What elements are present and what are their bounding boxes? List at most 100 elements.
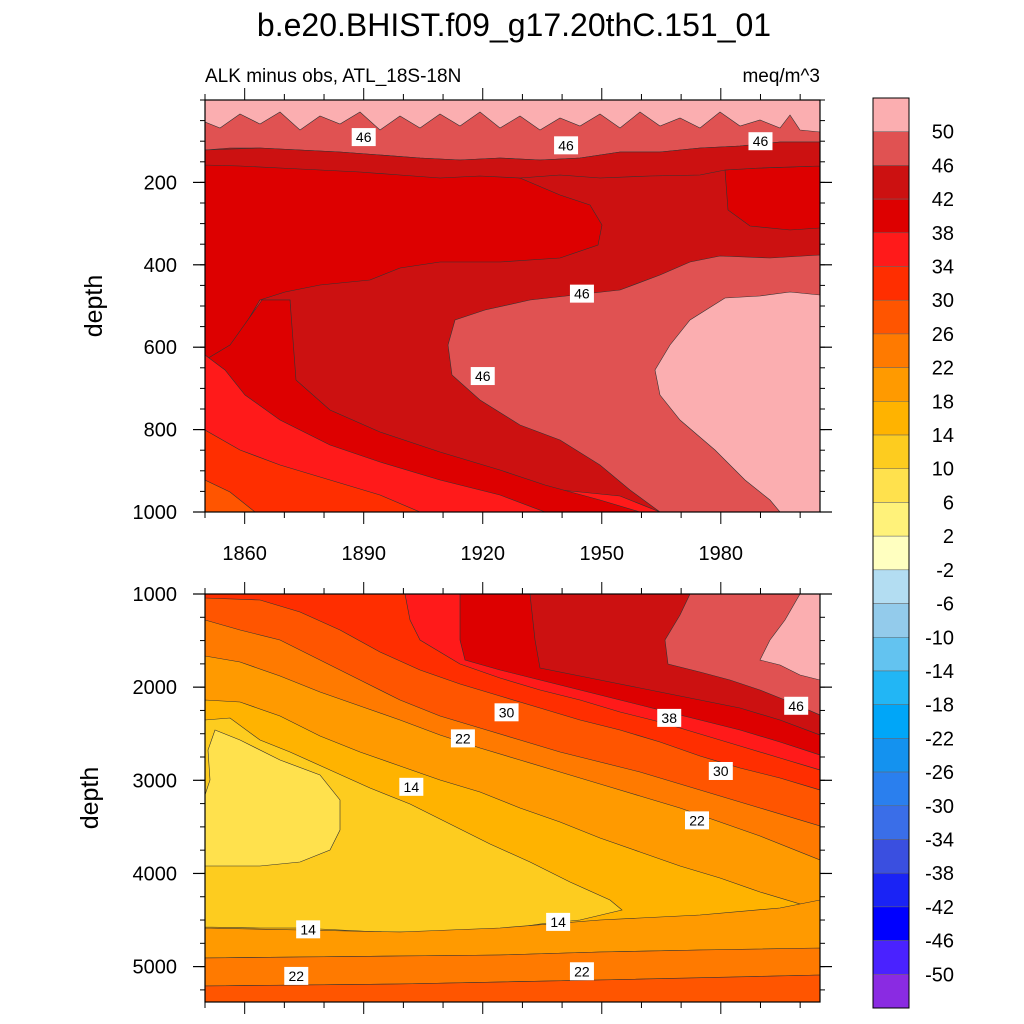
upper-contour-labels: 46 46 46 46 46 [351,128,773,386]
contour-label: 22 [284,966,309,985]
contour-label: 14 [296,920,321,939]
colorbar-label: 34 [932,257,954,279]
colorbar-swatch [872,198,910,234]
colorbar-label: -14 [925,661,954,683]
y-tick-label: 4000 [133,863,178,885]
colorbar-swatch [872,131,910,166]
y-tick-label: 600 [144,337,177,359]
colorbar-label: -22 [925,728,954,750]
contour-label-text: 22 [574,963,590,979]
colorbar-label: -34 [925,829,954,851]
contour-label-text: 38 [661,710,677,726]
colorbar-swatch [872,670,910,705]
colorbar-swatch [872,434,910,469]
colorbar-swatch [872,805,910,840]
contour-label: 46 [351,128,376,147]
contour-label-bg [569,284,594,303]
lower-contour-labels: 30 22 14 38 46 30 22 14 14 22 22 [284,696,809,985]
lower-fill-deep-22-26 [205,974,820,1002]
colorbar-label: 30 [932,290,954,312]
lower-ticks: 1000 2000 3000 4000 5000 [133,582,832,1014]
chart-title: b.e20.BHIST.f09_g17.20thC.151_01 [257,7,771,43]
colorbar-swatch [872,603,910,638]
upper-fill-surface-50 [205,100,820,133]
upper-fill-30-34 [205,429,421,512]
colorbar-label: 2 [943,526,954,548]
y-tick-label: 1000 [133,502,178,524]
colorbar-label: 14 [932,425,954,447]
contour-label-bg [685,811,709,830]
contour-label-text: 30 [499,704,515,720]
contour-label-bg [494,703,519,722]
colorbar-label: -2 [936,560,954,582]
colorbar-label: -26 [925,762,954,784]
contour-label: 14 [546,912,571,931]
y-tick-label: 5000 [133,957,178,979]
contour-label-text: 14 [404,779,420,795]
contour-label-bg [554,136,579,155]
subtitle-left: ALK minus obs, ATL_18S-18N [205,66,461,87]
contour-label-bg [470,367,495,386]
upper-fill-50plus [654,291,820,512]
colorbar-swatch [872,333,910,368]
colorbar-swatch [872,906,910,941]
colorbar-label: -50 [925,964,954,986]
colorbar: 50 46 42 38 34 30 26 22 18 14 10 6 2 -2 -6 -10 -14 -18 -22… [872,97,954,1009]
contour-label-bg [399,777,424,796]
contour-label-text: 14 [300,921,316,937]
colorbar-label: 22 [932,358,954,380]
contour-label-text: 46 [558,137,574,153]
x-tick-label: 1890 [341,543,386,565]
contour-label: 14 [399,777,424,796]
contour-label-bg [569,962,594,981]
colorbar-swatch [872,97,910,132]
contour-label: 46 [748,132,773,151]
y-tick-label: 800 [144,420,177,442]
colorbar-swatch [872,266,910,301]
contour-label-bg [708,761,733,780]
contour-label: 22 [569,962,594,981]
colorbar-swatch [872,232,910,267]
colorbar-swatch [872,704,910,739]
upper-panel: 200 400 600 800 1000 46 46 46 46 46 depth [80,88,832,524]
colorbar-swatch [872,401,910,436]
upper-contour-fills [205,100,820,512]
colorbar-swatch [872,637,910,672]
contour-label: 46 [569,284,594,303]
y-tick-label: 2000 [133,677,178,699]
colorbar-swatch [872,839,910,874]
lower-fill-50plus [759,594,820,681]
colorbar-frame [872,97,910,1009]
contour-label-text: 14 [550,914,566,930]
lower-fill-6-10 [205,729,341,867]
x-tick-label: 1860 [222,543,267,565]
colorbar-label: -6 [936,594,954,616]
contour-label-bg [657,708,682,727]
x-tick-labels: 1860 1890 1920 1950 1980 [222,543,743,565]
colorbar-label: -46 [925,931,954,953]
lower-ylabel: depth [76,767,104,830]
contour-label: 38 [657,708,682,727]
x-tick-label: 1980 [699,543,744,565]
colorbar-swatch [872,165,910,200]
lower-plot-frame [204,593,821,1003]
colorbar-label: -18 [925,695,954,717]
colorbar-swatch [872,940,910,975]
colorbar-swatch [872,738,910,773]
contour-label-text: 22 [455,730,471,746]
contour-label: 30 [708,761,733,780]
contour-label: 22 [450,729,475,748]
colorbar-swatch [872,299,910,335]
lower-contour-fills [205,594,820,1002]
y-tick-label: 400 [144,255,177,277]
colorbar-swatch [872,974,910,1009]
colorbar-swatch [872,367,910,402]
contour-label-text: 46 [574,286,590,302]
colorbar-label: 46 [932,155,954,177]
upper-fill-26-30 [205,479,256,512]
colorbar-swatch [872,502,910,537]
colorbar-swatch [872,468,910,503]
contour-label-text: 46 [356,129,372,145]
contour-label-text: 30 [713,763,729,779]
colorbar-label: 50 [932,122,954,144]
